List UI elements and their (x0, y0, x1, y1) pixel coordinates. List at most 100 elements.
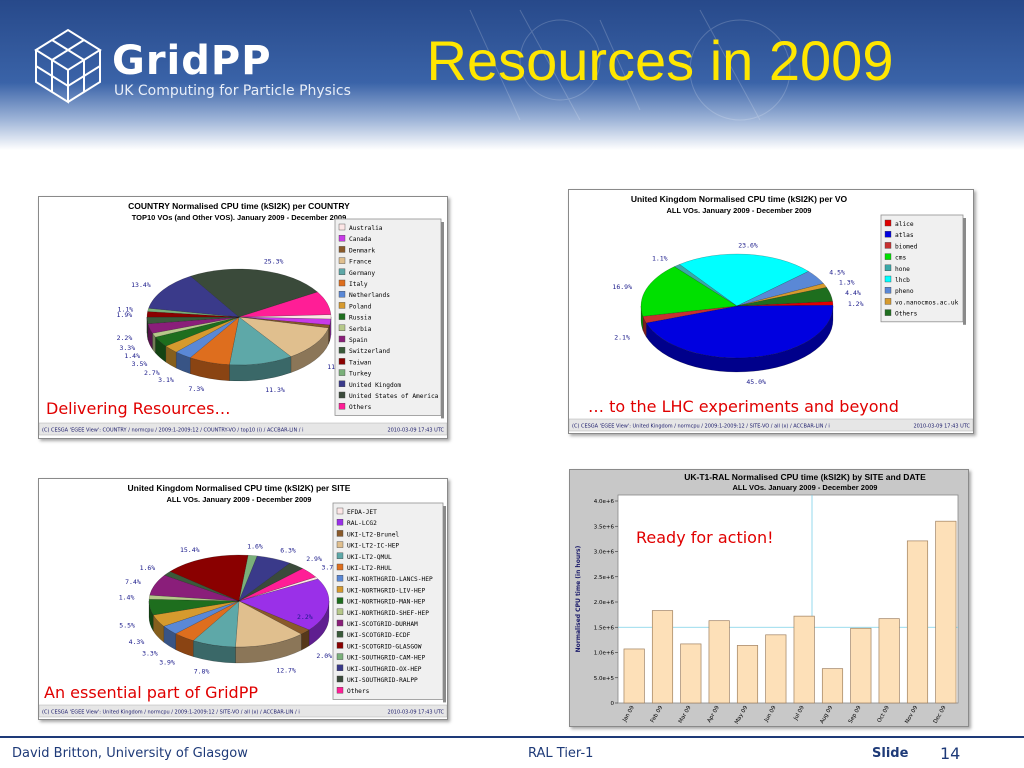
pie-slice-vo-nanocmos-ac-uk (736, 283, 828, 307)
legend-swatch (338, 268, 346, 276)
legend-entry: UKI-SOUTHGRID-RALPP (347, 677, 418, 684)
pie-slice-canada (238, 316, 332, 326)
legend-swatch (338, 324, 346, 332)
chart-subtitle: ALL VOs. January 2009 - December 2009 (167, 495, 312, 504)
ral-bar-chart: UK-T1-RAL Normalised CPU time (kSI2K) by… (570, 470, 968, 726)
pie-slice-australia (238, 314, 332, 320)
pie-percent-label: 1.6% (247, 543, 263, 551)
legend-swatch (336, 686, 344, 694)
legend-swatch (884, 253, 892, 260)
legend-swatch (884, 231, 892, 238)
legend-entry: Russia (349, 315, 372, 322)
chart-footer-date: 2010-03-09 17:43 UTC (387, 428, 444, 434)
pie-percent-label: 2.1% (614, 333, 630, 341)
caption-vo: … to the LHC experiments and beyond (588, 397, 899, 416)
pie-percent-label: 2.0% (316, 652, 332, 660)
legend-entry: France (349, 259, 372, 266)
logo-subtitle: UK Computing for Particle Physics (114, 83, 351, 99)
legend-entry: Netherlands (349, 292, 390, 299)
pie-slice-italy (189, 316, 240, 366)
pie-percent-label: 25.3% (264, 258, 284, 266)
y-tick-label: 4.0e+6 (594, 499, 615, 505)
legend-swatch (338, 313, 346, 320)
legend-box (880, 214, 964, 323)
pie-percent-label: 23.6% (738, 241, 758, 249)
legend-swatch (884, 219, 892, 227)
pie-percent-label: 1.6% (140, 564, 156, 572)
pie-slice-denmark (238, 316, 331, 329)
legend-swatch (338, 302, 346, 309)
legend-swatch (338, 223, 346, 231)
chart-footer-source: (C) CESGA 'EGEE View': COUNTRY / normcpu… (42, 428, 303, 434)
legend-entry: Switzerland (349, 348, 390, 355)
pie-slice-pheno (736, 271, 824, 307)
legend-swatch (338, 358, 346, 365)
pie-slice-uki-southgrid-ralpp (238, 562, 304, 602)
legend-entry: Others (895, 311, 918, 318)
legend-swatch (338, 369, 346, 376)
legend-entry: cms (895, 255, 906, 262)
ral-bar-chart-panel: UK-T1-RAL Normalised CPU time (kSI2K) by… (569, 469, 969, 727)
footer-slide-label: Slide (872, 746, 909, 761)
pie-percent-label: 6.3% (280, 546, 296, 554)
legend-entry: UKI-LT2-IC-HEP (347, 543, 399, 550)
legend-entry: lhcb (895, 277, 910, 284)
pie-percent-label: 3.1% (158, 376, 174, 384)
pie-slice-uki-lt2-ic-hep (235, 600, 302, 648)
slide-number: 14 (940, 744, 961, 763)
pie-slice-united-kingdom (148, 275, 240, 318)
legend-swatch (336, 507, 344, 515)
pie-slice-uki-northgrid-man-hep (148, 598, 240, 616)
caption-site: An essential part of GridPP (44, 683, 259, 702)
legend-entry: Spain (349, 337, 368, 344)
legend-entry: United States of America (349, 393, 439, 400)
pie-slice-cms (640, 266, 738, 317)
chart-subtitle: ALL VOs. January 2009 - December 2009 (667, 206, 812, 215)
pie-slice-uki-scotgrid-durham (149, 574, 240, 602)
legend-swatch (338, 402, 346, 410)
pie-percent-label: 15.4% (180, 546, 200, 554)
pie-slice-uki-lt2-qmul (192, 600, 240, 648)
legend-swatch (336, 675, 344, 683)
chart-footer-date: 2010-03-09 17:43 UTC (913, 424, 970, 430)
site-pie-chart: United Kingdom Normalised CPU time (kSI2… (39, 483, 447, 718)
chart-title: United Kingdom Normalised CPU time (kSI2… (128, 483, 351, 493)
legend-entry: UKI-NORTHGRID-MAN-HEP (347, 599, 426, 606)
pie-slice-taiwan (146, 311, 240, 318)
chart-subtitle: ALL VOs. January 2009 - December 2009 (733, 483, 878, 492)
legend-entry: UKI-SOUTHGRID-OX-HEP (347, 666, 422, 673)
legend-entry: Germany (349, 270, 375, 277)
pie-slice-hone (673, 264, 738, 307)
y-tick-label: 0 (611, 701, 615, 707)
pie-percent-label: 3.3% (142, 649, 158, 657)
caption-ral: Ready for action! (636, 528, 774, 547)
bar-jan-09 (623, 648, 645, 704)
banner-background (0, 0, 1024, 150)
legend-entry: vo.nanocmos.ac.uk (895, 299, 959, 306)
pie-slice-ral-lcg2 (238, 578, 330, 631)
bar-jul-09 (793, 615, 815, 704)
bar-mar-09 (680, 643, 702, 704)
legend-swatch (336, 574, 344, 582)
header-banner (0, 0, 1024, 150)
pie-slice-atlas (645, 304, 834, 359)
pie-percent-label: 1.3% (839, 278, 855, 286)
legend-entry: Australia (349, 225, 383, 232)
vo-pie-chart: United Kingdom Normalised CPU time (kSI2… (569, 194, 973, 432)
legend-entry: Serbia (349, 326, 372, 333)
chart-title: United Kingdom Normalised CPU time (kSI2… (631, 194, 848, 204)
y-tick-label: 1.5e+6 (594, 625, 615, 631)
pie-percent-label: 1.2% (848, 300, 864, 308)
pie-slice-france (238, 316, 329, 357)
bar-apr-09 (708, 620, 730, 704)
pie-percent-label: 13.4% (131, 281, 151, 289)
pie-percent-label: 16.9% (612, 283, 632, 291)
legend-swatch (338, 246, 346, 253)
pie-slice-poland (165, 316, 240, 353)
pie-percent-label: 2.2% (297, 613, 313, 621)
pie-slice-efda-jet (238, 576, 319, 602)
legend-swatch (338, 257, 346, 264)
pie-percent-label: 1.4% (119, 593, 135, 601)
legend-entry: biomed (895, 243, 918, 250)
y-tick-label: 2.5e+6 (594, 575, 615, 581)
